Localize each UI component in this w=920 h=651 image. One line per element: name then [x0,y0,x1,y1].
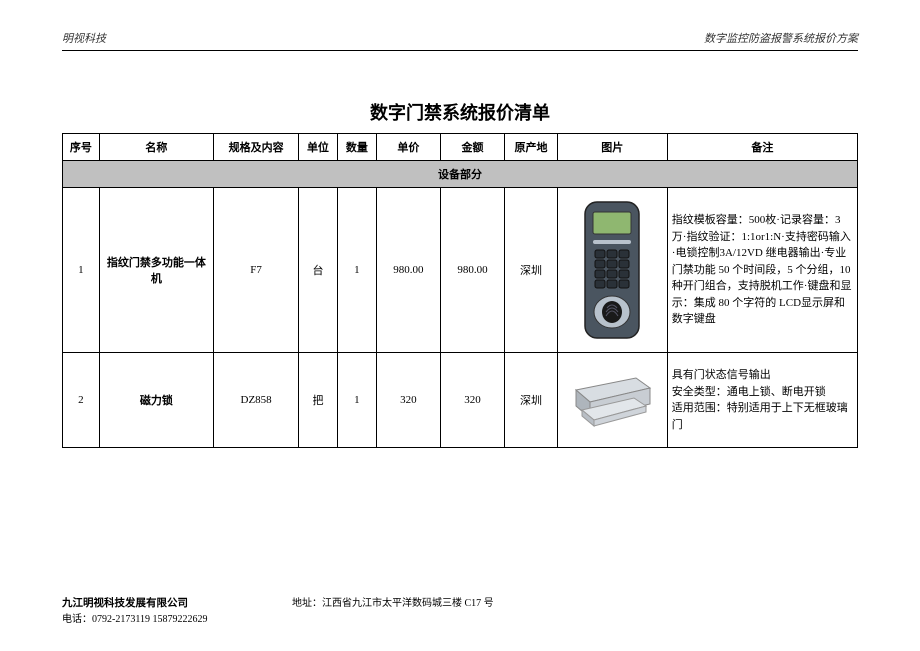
footer-address: 地址：江西省九江市太平洋数码城三楼 C17 号 [262,596,858,612]
cell-origin: 深圳 [505,353,558,448]
footer-company: 九江明视科技发展有限公司 [62,596,262,612]
header-left: 明视科技 [62,30,106,46]
page-header: 明视科技 数字监控防盗报警系统报价方案 [62,30,858,51]
cell-price: 320 [376,353,440,448]
magnetic-lock-icon [568,370,656,430]
cell-qty: 1 [337,353,376,448]
col-price: 单价 [376,134,440,161]
cell-image [557,353,667,448]
cell-seq: 2 [63,353,100,448]
document-title: 数字门禁系统报价清单 [62,99,858,125]
cell-spec: F7 [214,188,299,353]
quotation-table: 序号 名称 规格及内容 单位 数量 单价 金额 原产地 图片 备注 设备部分 1… [62,133,858,448]
col-unit: 单位 [298,134,337,161]
col-image: 图片 [557,134,667,161]
table-row: 2 磁力锁 DZ858 把 1 320 320 深圳 [63,353,858,448]
fingerprint-device-icon [583,200,641,340]
cell-origin: 深圳 [505,188,558,353]
table-header-row: 序号 名称 规格及内容 单位 数量 单价 金额 原产地 图片 备注 [63,134,858,161]
page-footer: 九江明视科技发展有限公司 地址：江西省九江市太平洋数码城三楼 C17 号 电话：… [62,596,858,627]
footer-phone: 电话：0792-2173119 15879222629 [62,612,858,627]
section-label: 设备部分 [63,161,858,188]
cell-amount: 980.00 [440,188,504,353]
col-qty: 数量 [337,134,376,161]
cell-price: 980.00 [376,188,440,353]
cell-note: 指纹模板容量：500枚·记录容量：3 万·指纹验证：1:1or1:N·支持密码输… [667,188,857,353]
cell-name: 指纹门禁多功能一体机 [99,188,214,353]
col-spec: 规格及内容 [214,134,299,161]
col-note: 备注 [667,134,857,161]
section-row-equipment: 设备部分 [63,161,858,188]
cell-note: 具有门状态信号输出 安全类型：通电上锁、断电开锁 适用范围：特别适用于上下无框玻… [667,353,857,448]
header-right: 数字监控防盗报警系统报价方案 [704,30,858,46]
col-seq: 序号 [63,134,100,161]
col-origin: 原产地 [505,134,558,161]
cell-unit: 台 [298,188,337,353]
col-name: 名称 [99,134,214,161]
cell-name: 磁力锁 [99,353,214,448]
cell-image [557,188,667,353]
table-row: 1 指纹门禁多功能一体机 F7 台 1 980.00 980.00 深圳 [63,188,858,353]
col-amount: 金额 [440,134,504,161]
cell-qty: 1 [337,188,376,353]
cell-amount: 320 [440,353,504,448]
cell-spec: DZ858 [214,353,299,448]
cell-unit: 把 [298,353,337,448]
cell-seq: 1 [63,188,100,353]
